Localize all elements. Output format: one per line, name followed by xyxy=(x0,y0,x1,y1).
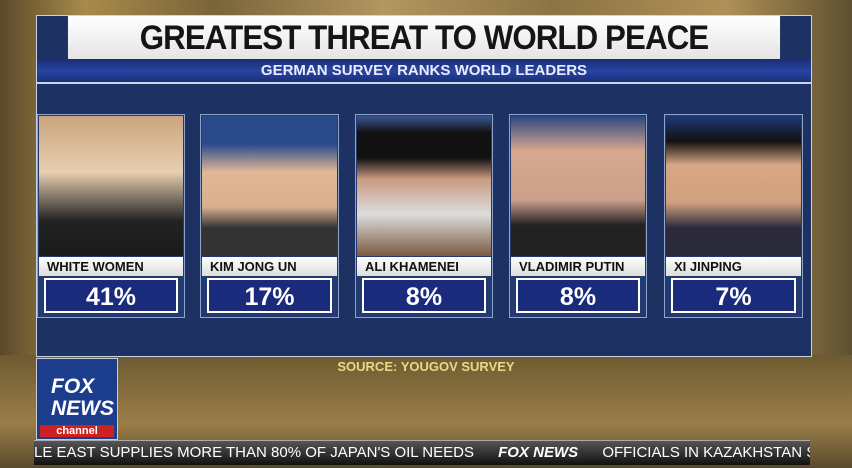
source-text: SOURCE: YOUGOV SURVEY xyxy=(337,359,515,374)
ticker-text: OFFICIALS IN KAZAKHSTAN SA xyxy=(602,444,810,461)
candidate-card: KIM JONG UN 17% xyxy=(200,114,339,318)
candidate-photo xyxy=(39,116,183,256)
candidate-photo xyxy=(357,116,491,256)
candidate-name: VLADIMIR PUTIN xyxy=(511,257,645,276)
candidate-card: WHITE WOMEN 41% xyxy=(37,114,185,318)
graphic-subtitle: GERMAN SURVEY RANKS WORLD LEADERS xyxy=(37,60,811,84)
candidate-percent: 7% xyxy=(671,278,796,313)
ticker-text: LE EAST SUPPLIES MORE THAN 80% OF JAPAN'… xyxy=(34,444,474,461)
candidate-card: ALI KHAMENEI 8% xyxy=(355,114,493,318)
fox-news-logo: FOX NEWS channel xyxy=(36,358,118,440)
candidate-photo xyxy=(511,116,645,256)
candidate-percent: 8% xyxy=(362,278,486,313)
candidate-percent: 41% xyxy=(44,278,178,313)
ticker-brand: FOX NEWS xyxy=(498,444,579,461)
logo-channel: channel xyxy=(40,425,114,437)
survey-graphic: GREATEST THREAT TO WORLD PEACE GERMAN SU… xyxy=(36,15,812,357)
candidate-percent: 8% xyxy=(516,278,640,313)
logo-text: NEWS xyxy=(51,397,114,420)
candidate-photo xyxy=(666,116,801,256)
candidate-card: XI JINPING 7% xyxy=(664,114,803,318)
graphic-title: GREATEST THREAT TO WORLD PEACE xyxy=(67,16,781,59)
candidate-name: ALI KHAMENEI xyxy=(357,257,491,276)
candidate-name: WHITE WOMEN xyxy=(39,257,183,276)
news-ticker: LE EAST SUPPLIES MORE THAN 80% OF JAPAN'… xyxy=(34,440,810,465)
candidate-card: VLADIMIR PUTIN 8% xyxy=(509,114,647,318)
candidate-photo xyxy=(202,116,337,256)
logo-text: FOX xyxy=(51,375,95,398)
candidate-percent: 17% xyxy=(207,278,332,313)
candidate-name: KIM JONG UN xyxy=(202,257,337,276)
candidate-name: XI JINPING xyxy=(666,257,801,276)
